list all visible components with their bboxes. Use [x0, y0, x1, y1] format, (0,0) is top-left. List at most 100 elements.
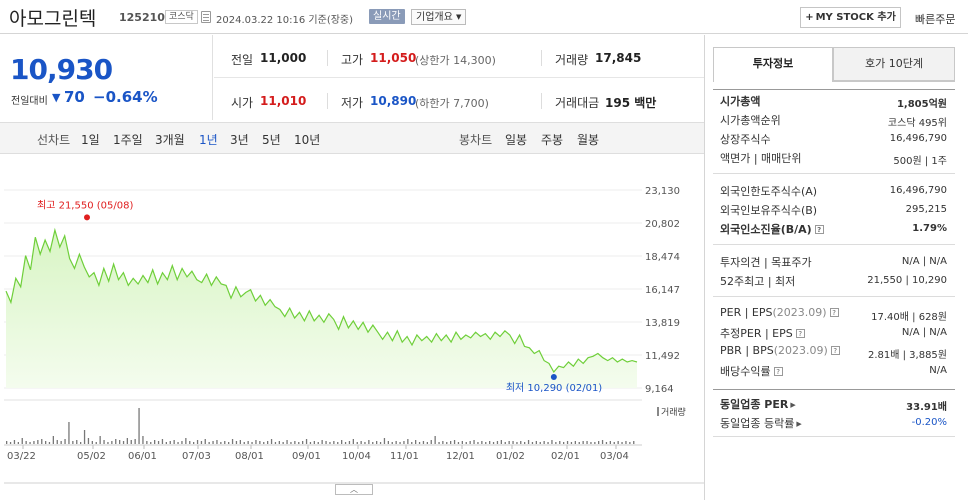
help-icon[interactable]: ?: [829, 308, 839, 317]
volume-bar: [598, 441, 600, 444]
x-tick-label: 08/01: [235, 451, 264, 462]
prev-close-value: 11,000: [260, 51, 307, 65]
chevron-right-icon: ▶: [796, 420, 802, 428]
realtime-badge: 실시간: [369, 9, 405, 24]
tab-3month[interactable]: 3개월: [155, 133, 185, 147]
add-mystock-label: MY STOCK 추가: [815, 12, 896, 23]
volume-bar: [341, 440, 343, 444]
x-tick-label: 10/04: [342, 451, 371, 462]
volume-bar: [115, 439, 117, 444]
help-icon[interactable]: ?: [830, 346, 840, 355]
invest-panel: [704, 35, 968, 500]
pbr-row: PBR | BPS(2023.09)?: [720, 344, 840, 357]
tab-3year[interactable]: 3년: [230, 133, 249, 147]
row-divider: [214, 77, 704, 78]
add-mystock-button[interactable]: + MY STOCK 추가: [800, 7, 901, 28]
x-tick-label: 09/01: [292, 451, 321, 462]
volume-bar: [196, 440, 199, 444]
tab-1year[interactable]: 1년: [199, 133, 218, 147]
help-icon[interactable]: ?: [814, 225, 824, 234]
x-tick-label: 11/01: [390, 451, 419, 462]
foreign-hold-value: 295,215: [905, 204, 947, 215]
volume-bar: [621, 442, 623, 444]
tab-10year[interactable]: 10년: [294, 133, 321, 147]
industry-rate-row[interactable]: 동일업종 등락률 ▶: [720, 415, 802, 431]
x-tick-label: 07/03: [182, 451, 211, 462]
est-per-row: 추정PER | EPS?: [720, 325, 805, 341]
price-summary-box: [0, 35, 213, 120]
volume-bar: [570, 442, 573, 444]
week52-label: 52주최고 | 최저: [720, 275, 796, 288]
industry-per-row[interactable]: 동일업종 PER ▶: [720, 396, 796, 412]
per-value: 17.40배 | 628원: [871, 312, 947, 323]
face-value: 500원 | 1주: [893, 156, 947, 167]
tab-invest-info[interactable]: 투자정보: [713, 47, 833, 81]
volume-bar: [286, 440, 288, 444]
volume-bar: [119, 440, 121, 444]
volume-bar: [391, 442, 393, 444]
tab-weekly-candle[interactable]: 주봉: [541, 133, 564, 147]
volume-bar: [527, 440, 530, 444]
low-annotation: 최저 10,290 (02/01): [506, 382, 602, 394]
volume-bar: [613, 442, 615, 444]
quick-order-link[interactable]: 빠른주문: [915, 13, 956, 26]
volume-bar: [41, 439, 43, 444]
volume-bar: [559, 441, 561, 444]
volume-bar: [586, 441, 588, 444]
volume-bar: [512, 441, 514, 444]
volume-bar: [473, 440, 475, 444]
shares-value: 16,496,790: [889, 133, 947, 144]
section-divider: [713, 296, 955, 297]
volume-bar: [415, 440, 417, 444]
plus-icon: +: [805, 12, 814, 23]
volume-bar: [52, 436, 54, 444]
pbr-value: 2.81배 | 3,885원: [867, 350, 947, 361]
volume-bar: [83, 430, 86, 444]
y-tick-label: 9,164: [645, 384, 674, 395]
volume-bar: [13, 440, 16, 444]
tab-hoga-10[interactable]: 호가 10단계: [833, 47, 955, 81]
volume-bar: [243, 442, 245, 444]
divider: [541, 50, 542, 66]
volume-bar: [422, 441, 425, 444]
volume-bar: [563, 442, 565, 444]
volume-bar: [438, 442, 440, 444]
tab-1week[interactable]: 1주일: [113, 133, 143, 147]
volume-bar: [185, 438, 187, 444]
volume-bar: [492, 442, 495, 444]
foreign-ratio-value: 1.79%: [912, 223, 947, 234]
volume-bar: [251, 442, 253, 444]
company-overview-dropdown[interactable]: 기업개요 ▼: [411, 9, 467, 25]
divider: [327, 93, 328, 109]
tab-1day[interactable]: 1일: [81, 133, 100, 147]
per-period: (2023.09): [772, 306, 827, 319]
tab-monthly-candle[interactable]: 월봉: [577, 133, 600, 147]
high-label: 고가: [341, 53, 364, 67]
volume-bar: [352, 439, 354, 444]
price-chart[interactable]: 23,130 20,802 18,474 16,147 13,819 11,492 9,16…: [0, 155, 704, 500]
volume-bar: [566, 441, 569, 444]
price-line: [5, 227, 638, 374]
volume-bar: [193, 442, 195, 444]
volume-bar: [45, 441, 47, 444]
tab-daily-candle[interactable]: 일봉: [505, 133, 528, 147]
volume-bar: [177, 442, 179, 444]
divider: [327, 50, 328, 66]
volume-bar: [520, 441, 522, 444]
volume-bar: [465, 442, 467, 444]
high-annotation: 최고 21,550 (05/08): [37, 199, 133, 211]
help-icon[interactable]: ?: [795, 329, 805, 338]
volume-bar: [48, 442, 51, 444]
volume-bar: [56, 440, 58, 444]
help-icon[interactable]: ?: [773, 367, 783, 376]
volume-bar: [582, 441, 584, 444]
market-cap-value: 1,805억원: [896, 99, 947, 110]
volume-bar: [181, 441, 183, 444]
chart-expand-button[interactable]: ︿: [335, 484, 373, 495]
header-bar: [0, 0, 968, 34]
volume-bar: [379, 442, 382, 444]
volume-bar: [95, 442, 97, 444]
volume-bar: [551, 440, 553, 444]
volume-bar: [601, 440, 604, 444]
tab-5year[interactable]: 5년: [262, 133, 281, 147]
